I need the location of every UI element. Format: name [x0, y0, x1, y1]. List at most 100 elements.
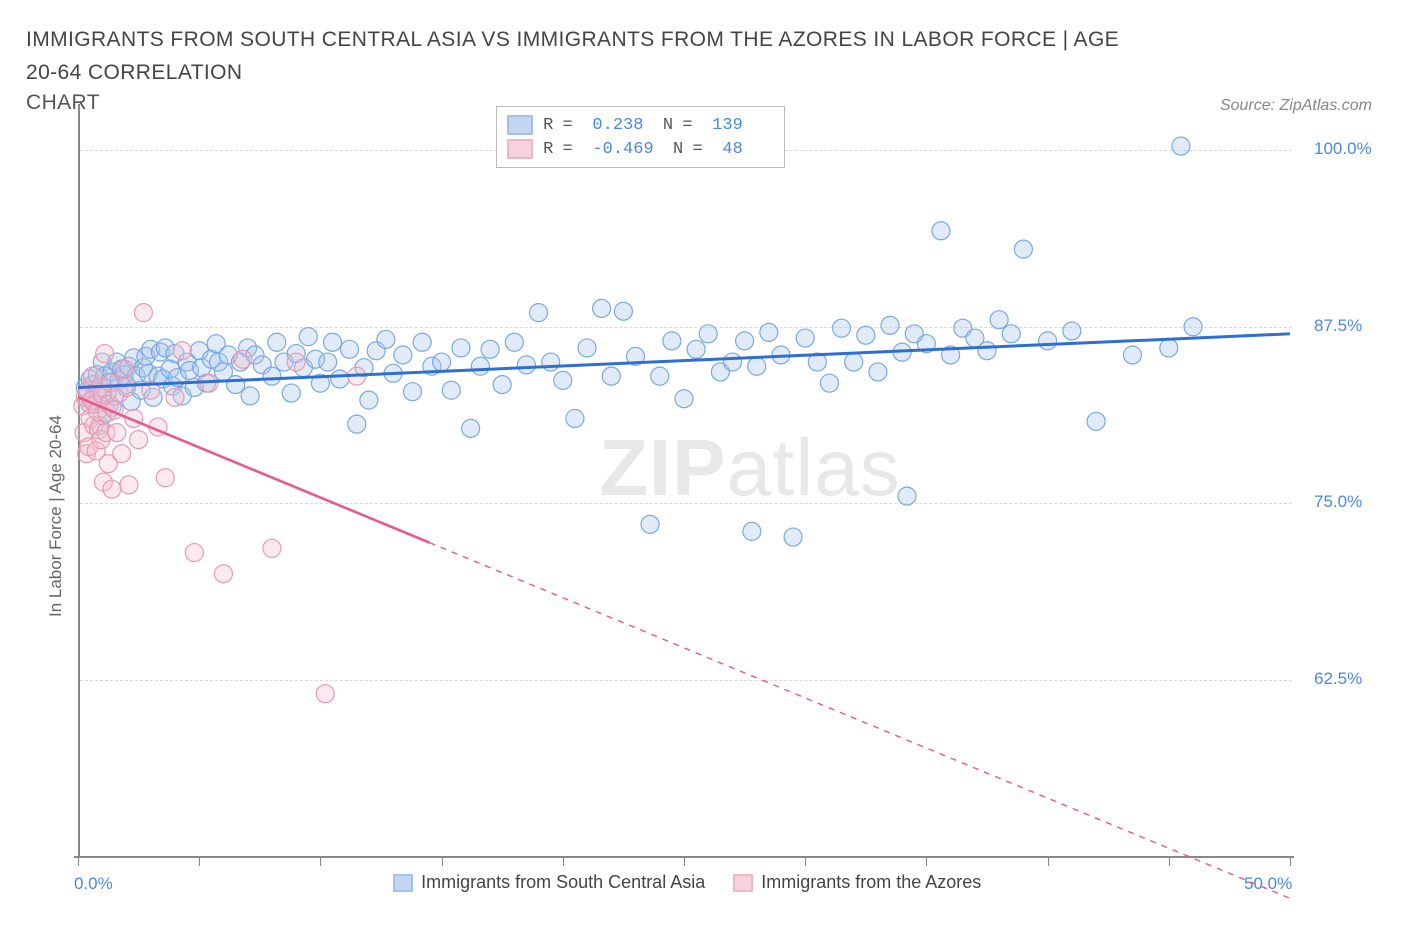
data-point: [881, 316, 899, 334]
data-point: [857, 326, 875, 344]
legend-label: Immigrants from South Central Asia: [421, 872, 705, 893]
legend-n-value: 139: [702, 116, 762, 135]
xtick-mark: [926, 856, 927, 866]
data-point: [651, 367, 669, 385]
legend-stats-row: R = 0.238 N = 139: [507, 113, 772, 137]
data-point: [614, 302, 632, 320]
data-point: [263, 539, 281, 557]
xtick-mark: [78, 856, 79, 866]
data-point: [898, 487, 916, 505]
data-point: [452, 339, 470, 357]
data-point: [268, 333, 286, 351]
data-point: [113, 445, 131, 463]
data-point: [530, 304, 548, 322]
xtick-label: 0.0%: [74, 874, 113, 894]
data-point: [316, 685, 334, 703]
data-point: [699, 325, 717, 343]
data-point: [462, 419, 480, 437]
legend-series: Immigrants from South Central Asia Immigr…: [393, 872, 981, 893]
ytick-label: 62.5%: [1314, 669, 1362, 689]
legend-swatch: [393, 874, 413, 892]
legend-swatch: [733, 874, 753, 892]
data-point: [675, 390, 693, 408]
xtick-mark: [320, 856, 321, 866]
data-point: [282, 384, 300, 402]
chart-title-line1: IMMIGRANTS FROM SOUTH CENTRAL ASIA VS IM…: [26, 24, 1126, 89]
data-point: [1002, 325, 1020, 343]
legend-label: Immigrants from the Azores: [761, 872, 981, 893]
xtick-label: 50.0%: [1244, 874, 1292, 894]
legend-r-value: 0.238: [582, 116, 643, 135]
data-point: [108, 424, 126, 442]
xtick-mark: [1290, 856, 1291, 866]
xtick-mark: [199, 856, 200, 866]
data-point: [214, 565, 232, 583]
data-point: [663, 332, 681, 350]
data-point: [340, 340, 358, 358]
data-point: [593, 299, 611, 317]
data-point: [331, 370, 349, 388]
legend-n-label: N =: [654, 140, 703, 159]
data-point: [1039, 332, 1057, 350]
data-point: [493, 376, 511, 394]
data-point: [394, 346, 412, 364]
data-point: [134, 304, 152, 322]
data-point: [990, 311, 1008, 329]
xtick-mark: [442, 856, 443, 866]
data-point: [1184, 318, 1202, 336]
data-point: [115, 360, 133, 378]
chart-svg: [78, 108, 1290, 856]
plot-area: 62.5%75.0%87.5%100.0%0.0%50.0%In Labor F…: [78, 108, 1290, 856]
xtick-mark: [1169, 856, 1170, 866]
data-point: [978, 342, 996, 360]
data-point: [602, 367, 620, 385]
data-point: [1172, 137, 1190, 155]
data-point: [319, 353, 337, 371]
legend-item: Immigrants from South Central Asia: [393, 872, 705, 893]
data-point: [578, 339, 596, 357]
data-point: [566, 409, 584, 427]
data-point: [234, 350, 252, 368]
trend-line: [78, 397, 429, 542]
data-point: [505, 333, 523, 351]
data-point: [1123, 346, 1141, 364]
data-point: [542, 353, 560, 371]
data-point: [360, 391, 378, 409]
data-point: [227, 376, 245, 394]
data-point: [687, 340, 705, 358]
data-point: [833, 319, 851, 337]
data-point: [517, 356, 535, 374]
legend-stats-row: R = -0.469 N = 48: [507, 137, 772, 161]
data-point: [760, 323, 778, 341]
legend-n-label: N =: [643, 116, 692, 135]
ytick-label: 100.0%: [1314, 139, 1372, 159]
data-point: [377, 330, 395, 348]
data-point: [748, 357, 766, 375]
data-point: [130, 431, 148, 449]
data-point: [820, 374, 838, 392]
data-point: [442, 381, 460, 399]
data-point: [641, 515, 659, 533]
data-point: [120, 476, 138, 494]
legend-swatch: [507, 115, 533, 135]
legend-n-value: 48: [712, 140, 772, 159]
data-point: [736, 332, 754, 350]
data-point: [263, 367, 281, 385]
data-point: [471, 357, 489, 375]
data-point: [869, 363, 887, 381]
data-point: [324, 333, 342, 351]
data-point: [117, 378, 135, 396]
legend-r-value: -0.469: [582, 140, 653, 159]
data-point: [96, 345, 114, 363]
ytick-label: 75.0%: [1314, 492, 1362, 512]
xtick-mark: [805, 856, 806, 866]
xtick-mark: [563, 856, 564, 866]
data-point: [299, 328, 317, 346]
data-point: [481, 340, 499, 358]
data-point: [743, 522, 761, 540]
data-point: [404, 383, 422, 401]
data-point: [1014, 240, 1032, 258]
data-point: [1063, 322, 1081, 340]
data-point: [1087, 412, 1105, 430]
trend-line-extrapolated: [429, 543, 1290, 899]
